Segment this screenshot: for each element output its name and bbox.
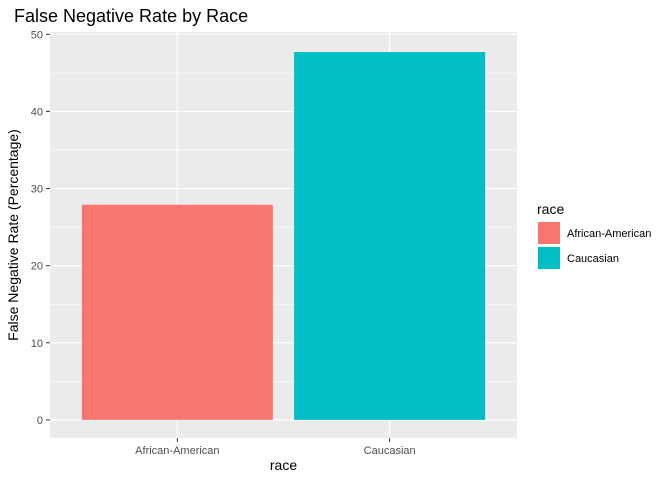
legend: race African-American Caucasian <box>537 201 651 269</box>
legend-title: race <box>537 201 564 217</box>
bar-caucasian <box>294 52 486 420</box>
y-tick-label: 0 <box>37 415 43 427</box>
y-tick-label: 50 <box>31 29 43 41</box>
legend-key <box>538 247 560 269</box>
y-axis-title: False Negative Rate (Percentage) <box>5 129 21 341</box>
x-axis-title: race <box>270 457 297 473</box>
y-tick-label: 40 <box>31 106 43 118</box>
x-axis-ticks: African-American Caucasian <box>135 438 416 457</box>
bars <box>81 52 486 420</box>
y-tick-label: 20 <box>31 261 43 273</box>
y-tick-label: 30 <box>31 184 43 196</box>
chart-title: False Negative Rate by Race <box>14 6 248 26</box>
legend-key <box>538 222 560 244</box>
bar-african-american <box>81 204 273 420</box>
y-tick-label: 10 <box>31 338 43 350</box>
legend-label: Caucasian <box>567 253 619 265</box>
x-tick-label: African-American <box>135 445 219 457</box>
legend-label: African-American <box>567 228 651 240</box>
x-tick-label: Caucasian <box>364 445 416 457</box>
y-axis-ticks: 0 10 20 30 40 50 <box>31 29 50 427</box>
